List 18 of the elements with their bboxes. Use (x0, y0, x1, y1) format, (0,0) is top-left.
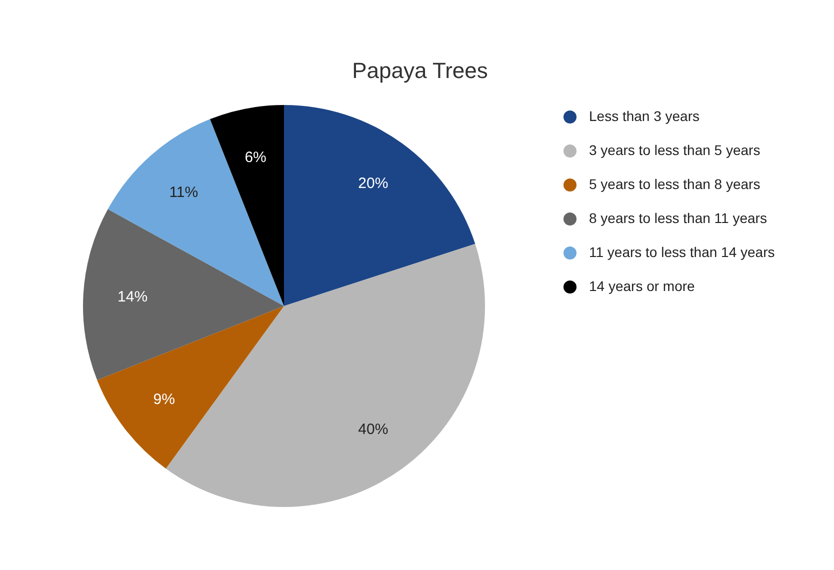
data-label: 14% (118, 288, 148, 306)
legend-label: 8 years to less than 11 years (589, 210, 767, 226)
pie-slice (108, 119, 284, 306)
data-label: 6% (244, 148, 266, 166)
data-label: 11% (169, 184, 198, 202)
pie-slice (210, 105, 284, 306)
data-label: 40% (358, 420, 388, 438)
pie-slice (97, 306, 284, 469)
legend-label: 11 years to less than 14 years (589, 244, 775, 260)
legend-label: 5 years to less than 8 years (589, 176, 760, 192)
data-label: 20% (358, 175, 388, 192)
legend-label: 3 years to less than 5 years (589, 142, 760, 158)
pie-slice (83, 209, 284, 380)
legend-label: Less than 3 years (589, 108, 700, 124)
pie-slice (284, 105, 476, 306)
chart-title: Papaya Trees (352, 58, 488, 83)
data-label: 9% (153, 391, 175, 408)
legend-label: 14 years or more (589, 278, 696, 294)
